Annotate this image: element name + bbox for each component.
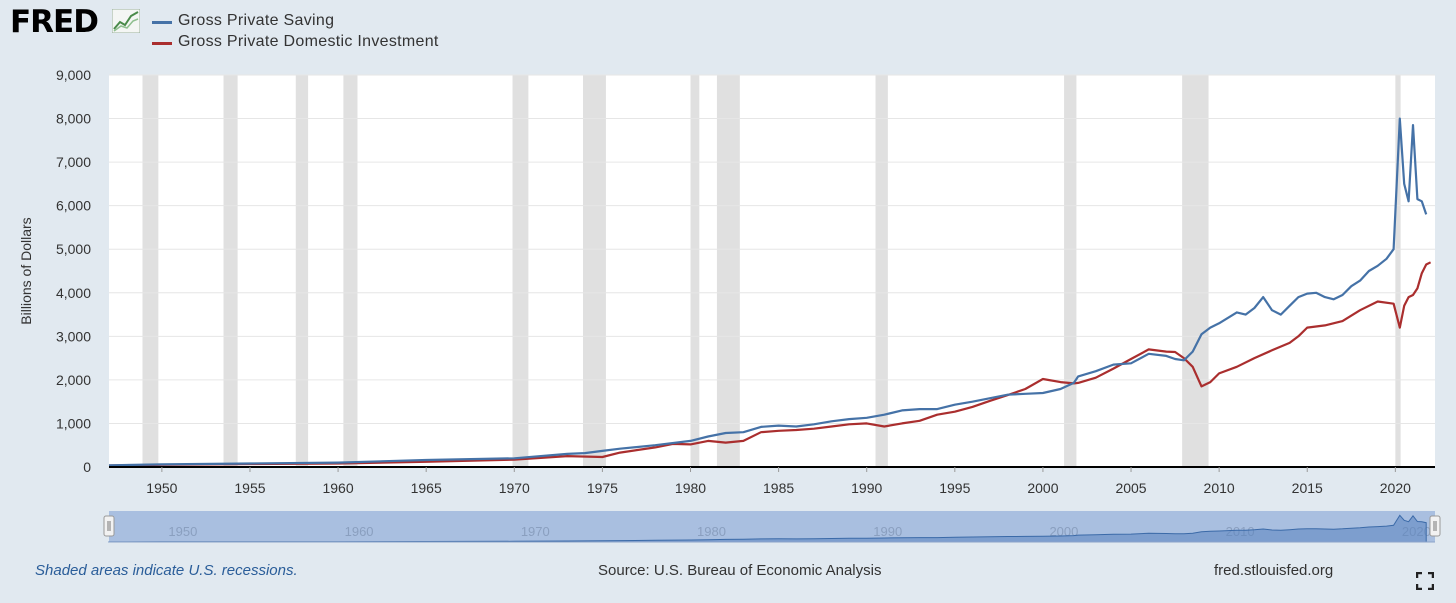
fullscreen-icon[interactable] — [1416, 572, 1434, 590]
navigator-handle-right[interactable] — [1429, 515, 1441, 537]
x-tick-label: 1985 — [763, 480, 794, 496]
x-tick-label: 2000 — [1027, 480, 1058, 496]
line-chart-icon — [112, 9, 140, 33]
recession-band-2 — [295, 75, 309, 467]
y-tick-label: 0 — [83, 459, 91, 475]
range-navigator[interactable]: 19501960197019801990200020102020 — [103, 511, 1441, 543]
y-tick-label: 1,000 — [56, 415, 91, 431]
recession-band-4 — [512, 75, 529, 467]
plot-background — [109, 75, 1435, 467]
navigator-year-label: 1980 — [697, 524, 726, 539]
x-tick-label: 1970 — [499, 480, 530, 496]
x-tick-label: 1980 — [675, 480, 706, 496]
legend-label-investment: Gross Private Domestic Investment — [178, 33, 439, 50]
recession-shading — [142, 75, 1401, 467]
recession-band-3 — [343, 75, 358, 467]
legend-swatch-investment — [152, 42, 172, 45]
navigator-year-label: 1970 — [521, 524, 550, 539]
recession-band-7 — [716, 75, 740, 467]
navigator-series-area — [108, 514, 1427, 543]
y-tick-label: 3,000 — [56, 328, 91, 344]
recession-note: Shaded areas indicate U.S. recessions. — [35, 562, 298, 579]
x-axis-tick-labels: 1950 1955 1960 1965 1970 1975 1980 1985 1990 1995… — [146, 467, 1411, 496]
x-tick-label: 1990 — [851, 480, 882, 496]
y-tick-label: 6,000 — [56, 198, 91, 214]
x-tick-label: 1995 — [939, 480, 970, 496]
recession-band-0 — [142, 75, 159, 467]
x-tick-label: 1950 — [146, 480, 177, 496]
recession-band-10 — [1182, 75, 1209, 467]
x-tick-label: 1960 — [322, 480, 353, 496]
x-tick-label: 2020 — [1380, 480, 1411, 496]
y-axis-label: Billions of Dollars — [18, 217, 34, 324]
navigator-handle-left[interactable] — [103, 515, 115, 537]
line-chart: 0 1,000 2,000 3,000 4,000 5,000 6,000 7,000 8,00… — [18, 67, 1441, 543]
y-tick-label: 7,000 — [56, 154, 91, 170]
y-tick-label: 5,000 — [56, 241, 91, 257]
y-tick-label: 8,000 — [56, 111, 91, 127]
recession-band-6 — [690, 75, 700, 467]
navigator-year-label: 1990 — [873, 524, 902, 539]
chart-header: FRED Gross Private Saving Gross Private … — [0, 0, 1456, 60]
navigator-year-label: 1950 — [168, 524, 197, 539]
series-line-1[interactable] — [108, 261, 1432, 467]
recession-band-1 — [223, 75, 238, 467]
recession-band-11 — [1395, 75, 1401, 467]
x-tick-label: 2005 — [1115, 480, 1146, 496]
legend-label-saving: Gross Private Saving — [178, 12, 335, 29]
y-tick-label: 9,000 — [56, 67, 91, 83]
x-tick-label: 1975 — [587, 480, 618, 496]
y-tick-label: 2,000 — [56, 372, 91, 388]
x-tick-label: 2010 — [1204, 480, 1235, 496]
x-tick-label: 1965 — [411, 480, 442, 496]
recession-band-9 — [1064, 75, 1077, 467]
series-lines — [108, 117, 1432, 467]
legend-swatch-saving — [152, 21, 172, 24]
y-axis-tick-labels: 0 1,000 2,000 3,000 4,000 5,000 6,000 7,000 8,00… — [56, 67, 91, 475]
x-tick-label: 2015 — [1292, 480, 1323, 496]
navigator-year-label: 1960 — [345, 524, 374, 539]
source-text: Source: U.S. Bureau of Economic Analysis — [598, 562, 882, 579]
fred-url-link[interactable]: fred.stlouisfed.org — [1214, 562, 1334, 579]
y-tick-label: 4,000 — [56, 285, 91, 301]
recession-band-8 — [875, 75, 888, 467]
x-tick-label: 1955 — [234, 480, 265, 496]
fred-logo[interactable]: FRED — [10, 4, 99, 40]
series-line-0[interactable] — [108, 117, 1428, 467]
recession-band-5 — [583, 75, 606, 467]
